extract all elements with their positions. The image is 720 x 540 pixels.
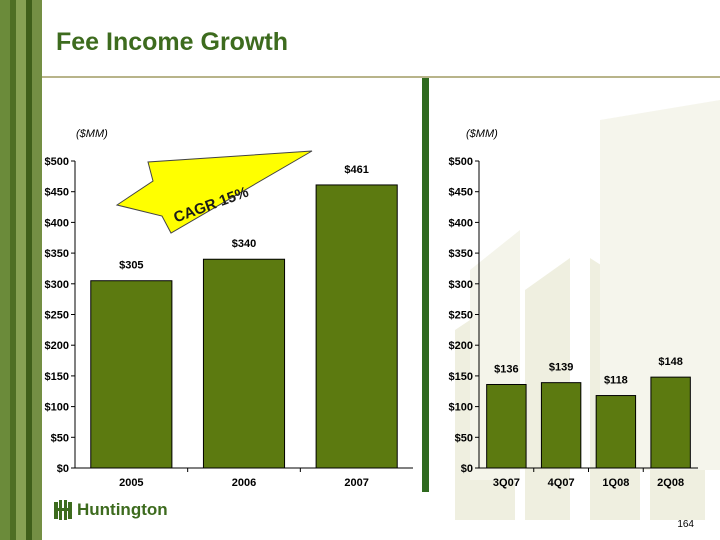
data-label: $461 bbox=[344, 164, 368, 176]
y-tick-label: $50 bbox=[51, 432, 69, 444]
bar-2Q08 bbox=[650, 376, 691, 469]
x-tick-label: 3Q07 bbox=[493, 477, 520, 489]
y-tick-label: $200 bbox=[45, 340, 69, 352]
bar-1Q08 bbox=[595, 395, 637, 469]
right-unit-label: ($MM) bbox=[466, 128, 498, 140]
page-title: Fee Income Growth bbox=[56, 28, 288, 56]
x-tick-label: 2006 bbox=[232, 477, 256, 489]
y-tick-label: $300 bbox=[45, 279, 69, 291]
data-label: $118 bbox=[604, 375, 628, 387]
data-label: $340 bbox=[232, 238, 256, 250]
y-tick-label: $150 bbox=[45, 371, 69, 383]
bar-2006 bbox=[202, 258, 286, 469]
y-tick-label: $350 bbox=[45, 248, 69, 260]
data-label: $148 bbox=[658, 356, 682, 368]
x-tick-label: 4Q07 bbox=[548, 477, 575, 489]
y-tick-label: $250 bbox=[45, 310, 69, 322]
title-rule bbox=[42, 76, 720, 78]
bar-2007 bbox=[315, 184, 398, 469]
data-label: $305 bbox=[119, 260, 143, 272]
x-tick-label: 2005 bbox=[119, 477, 143, 489]
y-tick-label: $500 bbox=[449, 156, 473, 168]
x-tick-label: 2007 bbox=[344, 477, 368, 489]
y-tick-label: $350 bbox=[449, 248, 473, 260]
y-tick-label: $450 bbox=[45, 187, 69, 199]
y-tick-label: $50 bbox=[455, 432, 473, 444]
y-tick-label: $400 bbox=[449, 217, 473, 229]
y-tick-label: $500 bbox=[45, 156, 69, 168]
logo-text: Huntington bbox=[77, 500, 168, 519]
data-label: $139 bbox=[549, 362, 573, 374]
x-tick-label: 1Q08 bbox=[602, 477, 629, 489]
y-tick-label: $300 bbox=[449, 279, 473, 291]
y-tick-label: $0 bbox=[461, 463, 473, 475]
y-tick-label: $100 bbox=[449, 402, 473, 414]
y-tick-label: $100 bbox=[45, 402, 69, 414]
x-tick-label: 2Q08 bbox=[657, 477, 684, 489]
bar-2005 bbox=[90, 280, 173, 469]
y-tick-label: $0 bbox=[57, 463, 69, 475]
page-number: 164 bbox=[677, 519, 694, 530]
y-tick-label: $400 bbox=[45, 217, 69, 229]
decorative-stripes bbox=[0, 0, 42, 540]
bar-4Q07 bbox=[540, 382, 582, 469]
huntington-logo: Huntington bbox=[54, 500, 168, 520]
bar-3Q07 bbox=[486, 383, 527, 469]
chart-divider bbox=[422, 78, 429, 492]
y-tick-label: $150 bbox=[449, 371, 473, 383]
cagr-arrow-shape bbox=[115, 150, 313, 234]
logo-mark-icon bbox=[54, 500, 72, 520]
data-label: $136 bbox=[494, 363, 518, 375]
left-unit-label: ($MM) bbox=[76, 128, 108, 140]
y-tick-label: $250 bbox=[449, 310, 473, 322]
y-tick-label: $450 bbox=[449, 187, 473, 199]
y-tick-label: $200 bbox=[449, 340, 473, 352]
